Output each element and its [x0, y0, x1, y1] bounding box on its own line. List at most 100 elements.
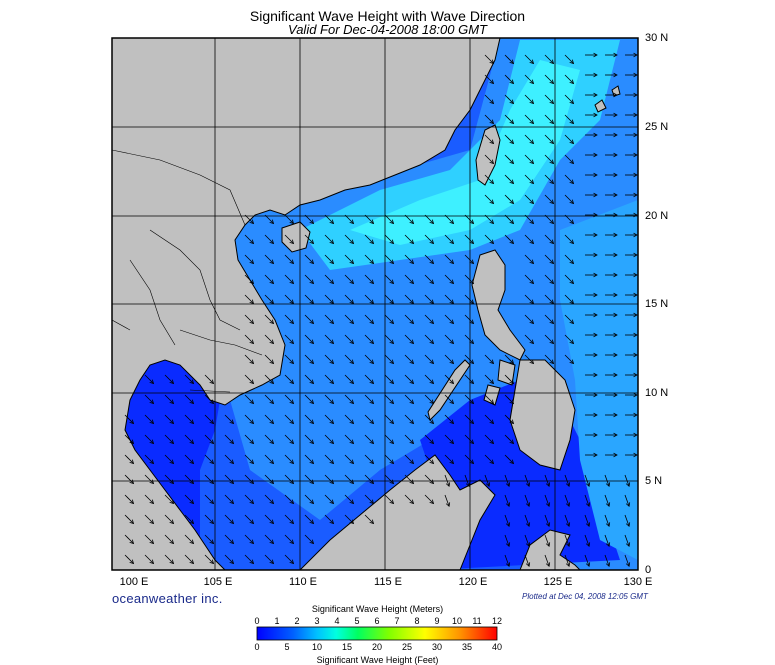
wave-arrow — [164, 474, 174, 484]
wave-arrow — [364, 274, 374, 284]
wave-arrow-head — [509, 159, 515, 165]
wave-arrow-head — [613, 292, 618, 298]
wave-arrow-head — [469, 339, 475, 345]
wave-arrow-head — [569, 359, 575, 365]
wave-arrow-head — [249, 339, 255, 345]
wave-arrow — [524, 314, 534, 324]
legend-meters-tick: 2 — [294, 616, 300, 626]
wave-arrow-head — [329, 379, 335, 385]
wave-arrow — [384, 294, 394, 304]
wave-arrow-head — [489, 179, 495, 185]
wave-arrow-head — [349, 499, 355, 505]
wave-arrow-head — [229, 499, 235, 505]
wave-arrow-head — [545, 482, 551, 488]
wave-arrow-head — [489, 219, 495, 225]
wave-arrow — [564, 134, 574, 144]
wave-arrow-head — [389, 459, 395, 465]
wave-arrow — [524, 514, 530, 527]
wave-arrow — [164, 514, 174, 524]
wave-arrow-head — [545, 522, 551, 528]
wave-arrow-head — [389, 219, 395, 225]
lat-label-10n: 10 N — [645, 387, 669, 399]
wave-arrow — [544, 334, 554, 344]
wave-arrow-head — [489, 59, 495, 65]
wave-arrow-head — [129, 419, 135, 425]
wave-arrow — [424, 434, 434, 444]
ryukyu-islands — [594, 85, 621, 113]
wave-arrow-head — [469, 419, 475, 425]
wave-arrow-head — [249, 539, 255, 545]
wave-arrow — [144, 474, 154, 484]
wave-arrow-head — [593, 132, 598, 138]
wave-arrow-head — [489, 79, 495, 85]
wave-arrow — [564, 274, 574, 284]
wave-arrow-head — [509, 419, 515, 425]
wave-arrow — [264, 334, 274, 344]
wave-arrow-head — [469, 319, 475, 325]
wave-arrow — [204, 454, 214, 464]
wave-arrow-head — [289, 239, 295, 245]
wave-arrow — [264, 554, 274, 564]
wave-arrow — [464, 234, 474, 244]
wave-arrow — [604, 554, 610, 567]
wave-arrow — [524, 234, 534, 244]
wave-arrow — [324, 514, 334, 524]
wave-arrow-head — [169, 559, 175, 565]
wave-arrow-head — [489, 199, 495, 205]
legend-feet-tick: 20 — [371, 642, 382, 652]
wave-arrow-head — [549, 139, 555, 145]
wave-arrow-head — [289, 419, 295, 425]
wave-arrow-head — [129, 459, 135, 465]
wave-arrow — [564, 254, 574, 264]
wave-arrow — [284, 254, 294, 264]
wave-arrow-head — [349, 259, 355, 265]
wave-arrow — [444, 394, 454, 404]
wave-arrow — [264, 214, 274, 224]
wave-arrow-head — [593, 352, 598, 358]
wave-arrow — [544, 534, 550, 547]
wave-arrow — [524, 114, 534, 124]
wave-arrow — [544, 554, 550, 567]
wave-arrow — [564, 534, 570, 547]
wave-arrow — [264, 474, 274, 484]
lon-label-130e: 130 E — [623, 576, 653, 588]
wave-arrow-head — [429, 439, 435, 445]
wave-arrow — [284, 534, 294, 544]
wave-arrow — [124, 514, 134, 524]
wave-arrow — [304, 514, 314, 524]
wave-arrow — [344, 514, 354, 524]
wave-arrow — [404, 434, 414, 444]
wave-arrow-head — [529, 259, 535, 265]
wave-arrow — [184, 514, 194, 524]
wave-arrow-head — [329, 219, 335, 225]
wave-arrow — [184, 494, 194, 504]
wave-arrow — [564, 194, 574, 204]
wave-arrow-head — [289, 559, 295, 565]
wave-arrow-head — [509, 139, 515, 145]
wave-arrow — [304, 294, 314, 304]
wave-arrow-head — [409, 279, 415, 285]
wave-arrow-head — [329, 279, 335, 285]
wave-arrow-head — [449, 459, 455, 465]
wave-arrow — [444, 214, 454, 224]
wave-arrow-head — [429, 299, 435, 305]
wave-arrow-head — [529, 219, 535, 225]
wave-arrow — [524, 194, 534, 204]
wave-arrow — [424, 454, 434, 464]
wave-arrow — [324, 334, 334, 344]
wave-arrow — [324, 254, 334, 264]
wave-arrow-head — [169, 419, 175, 425]
wave-arrow-head — [545, 502, 551, 508]
legend-feet-tick: 5 — [284, 642, 290, 652]
wave-arrow-head — [289, 399, 295, 405]
wave-arrow — [424, 334, 434, 344]
wave-arrow-head — [389, 359, 395, 365]
wave-arrow-head — [409, 379, 415, 385]
wave-arrow — [284, 554, 294, 564]
wave-arrow — [224, 454, 234, 464]
wave-arrow — [284, 214, 294, 224]
wave-arrow-head — [369, 519, 375, 525]
wave-arrow-head — [289, 319, 295, 325]
wave-arrow-head — [429, 459, 435, 465]
wave-arrow — [124, 494, 134, 504]
